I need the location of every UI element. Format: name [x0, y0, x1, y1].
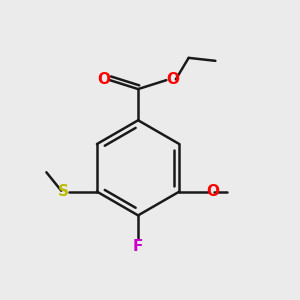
Text: S: S — [58, 184, 69, 199]
Text: O: O — [206, 184, 219, 199]
Text: O: O — [167, 72, 179, 87]
Text: F: F — [133, 238, 143, 253]
Text: O: O — [97, 72, 110, 87]
